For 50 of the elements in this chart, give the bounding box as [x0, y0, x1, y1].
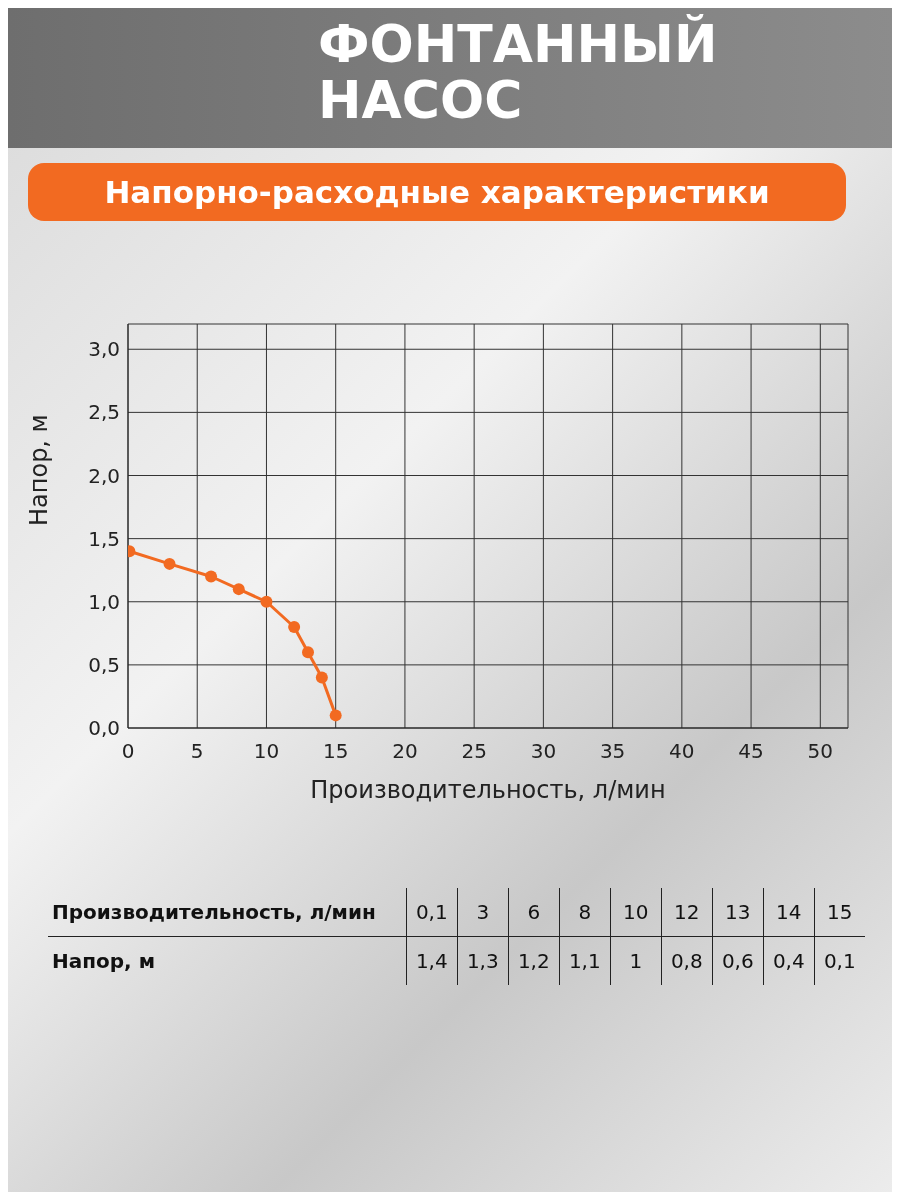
x-tick-label: 40	[669, 739, 695, 764]
y-tick-label: 0,0	[88, 716, 120, 741]
y-tick-label: 1,5	[88, 526, 120, 551]
x-tick-label: 50	[807, 739, 834, 764]
point	[205, 570, 218, 583]
text: 3	[457, 888, 509, 937]
y-tick-label: 2,5	[88, 400, 120, 425]
chart-title: ФОНТАННЫЙ НАСОС	[318, 14, 718, 130]
text: 0,1	[406, 888, 458, 937]
y-tick-label: 2,0	[88, 463, 120, 488]
text: 0,6	[712, 936, 764, 985]
x-tick-label: 30	[530, 739, 557, 764]
x-tick-label: 20	[392, 739, 418, 764]
x-tick-label: 5	[190, 739, 204, 764]
text: Производительность, л/мин	[52, 900, 376, 924]
text: 8	[559, 888, 611, 937]
point	[329, 709, 342, 722]
text: 1,4	[406, 936, 458, 985]
text: 1,2	[508, 936, 560, 985]
text: 6	[508, 888, 560, 937]
text: 1,1	[559, 936, 611, 985]
y-tick-label: 0,5	[88, 652, 120, 677]
text: 14	[763, 888, 815, 937]
text: 1,3	[457, 936, 509, 985]
text: 12	[661, 888, 713, 937]
point	[260, 595, 273, 608]
x-tick-label: 45	[738, 739, 764, 764]
point	[315, 671, 328, 684]
y-axis-title: Напор, м	[24, 414, 53, 526]
x-tick-label: 10	[253, 739, 280, 764]
chart-subtitle: Напорно-расходные характеристики	[28, 163, 846, 221]
x-tick-label: 25	[461, 739, 487, 764]
text: 13	[712, 888, 764, 937]
y-tick-label: 3,0	[88, 337, 120, 362]
y-tick-label: 1,0	[88, 589, 120, 614]
point	[232, 583, 245, 596]
x-axis-title: Производительность, л/мин	[310, 776, 666, 804]
x-tick-label: 35	[599, 739, 626, 764]
point	[302, 646, 314, 659]
x-tick-label: 0	[121, 739, 135, 764]
point	[288, 621, 301, 633]
text: 1	[610, 936, 662, 985]
text: 15	[814, 888, 865, 937]
text: 0,8	[661, 936, 713, 985]
x-tick-label: 15	[322, 739, 349, 764]
text: 10	[610, 888, 662, 937]
text: Напор, м	[52, 949, 156, 973]
text: 0,1	[814, 936, 865, 985]
point	[163, 557, 176, 570]
text: 0,4	[763, 936, 815, 985]
